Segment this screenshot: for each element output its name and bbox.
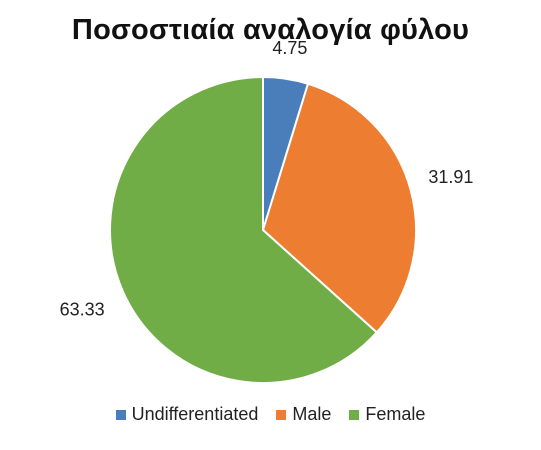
- data-label-female: 63.33: [60, 299, 105, 319]
- pie-slice-female: [109, 75, 379, 384]
- legend-swatch-female: [349, 409, 360, 420]
- pie-slices: [109, 75, 417, 384]
- pie-slice-male: [261, 82, 417, 334]
- data-label-undifferentiated: 4.75: [272, 38, 307, 58]
- legend-item-female: Female: [349, 404, 425, 425]
- legend-swatch-undifferentiated: [115, 409, 126, 420]
- legend-item-undifferentiated: Undifferentiated: [115, 404, 259, 425]
- chart-title: Ποσοστιαία αναλογία φύλου: [71, 14, 470, 46]
- legend-label-female: Female: [365, 404, 426, 424]
- legend-swatch-male: [276, 409, 287, 420]
- data-label-male: 31.91: [428, 167, 473, 187]
- legend-item-male: Male: [276, 404, 331, 425]
- legend-label-male: Male: [292, 404, 332, 424]
- pie-data-labels: 4.75 31.91 63.33: [60, 38, 474, 320]
- legend: Undifferentiated Male Female: [0, 404, 541, 425]
- legend-label-undifferentiated: Undifferentiated: [131, 404, 259, 424]
